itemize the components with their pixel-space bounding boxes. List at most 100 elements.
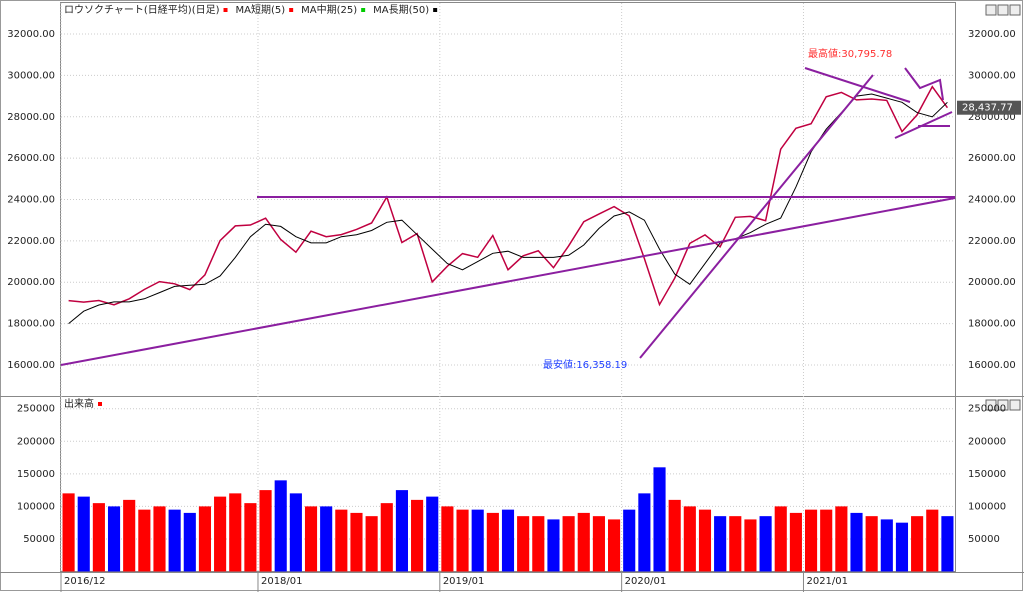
- volume-bar: [547, 519, 560, 572]
- volume-bar: [804, 509, 818, 572]
- volume-bar: [895, 522, 909, 572]
- y-tick-label: 24000.00: [7, 195, 55, 206]
- y-tick-label: 30000.00: [968, 70, 1016, 81]
- volume-bar: [683, 506, 696, 572]
- volume-bar: [153, 506, 166, 572]
- trend-line: [60, 197, 956, 366]
- y-tick-label: 100000: [17, 501, 55, 512]
- volume-bar: [274, 480, 287, 572]
- trend-line: [804, 67, 911, 103]
- volume-bar: [411, 499, 424, 572]
- y-tick-label: 200000: [17, 436, 55, 447]
- volume-bar: [62, 493, 75, 572]
- volume-bar: [426, 496, 439, 572]
- volume-bar: [865, 516, 878, 572]
- legend-swatch: [223, 8, 228, 12]
- volume-bar: [395, 490, 408, 572]
- volume-bar: [729, 516, 742, 572]
- y-tick-label: 200000: [968, 436, 1006, 447]
- y-tick-label: 150000: [968, 469, 1006, 480]
- button[interactable]: [997, 399, 1009, 411]
- volume-bar: [835, 506, 848, 572]
- button[interactable]: [1009, 4, 1021, 16]
- y-tick-label: 28000.00: [968, 112, 1016, 123]
- x-tick-label: 2019/01: [443, 576, 485, 587]
- legend: ロウソクチャート(日経平均)(日足) MA短期(5) MA中期(25) MA長期(50…: [64, 3, 438, 16]
- y-tick-label: 22000.00: [7, 236, 55, 247]
- high-annotation: 最高値:30,795.78: [808, 47, 892, 60]
- volume-bar: [229, 493, 242, 572]
- volume-bar: [820, 509, 833, 572]
- button[interactable]: [997, 4, 1009, 16]
- volume-bar: [168, 509, 181, 572]
- button[interactable]: [985, 4, 997, 16]
- volume-bar: [107, 506, 121, 572]
- volume-bar: [911, 516, 924, 572]
- volume-bar: [471, 509, 484, 572]
- x-tick-label: 2018/01: [261, 576, 303, 587]
- legend-swatch: [433, 8, 438, 12]
- y-tick-label: 26000.00: [7, 153, 55, 164]
- volume-bar: [926, 509, 939, 572]
- window-buttons[interactable]: [985, 4, 1021, 411]
- button[interactable]: [1009, 399, 1021, 411]
- volume-bar: [123, 499, 136, 572]
- volume-bar: [789, 512, 802, 572]
- volume-bar: [244, 503, 257, 572]
- volume-bar: [698, 509, 712, 572]
- volume-bar: [532, 516, 545, 572]
- volume-bar: [198, 506, 212, 572]
- volume-bar: [259, 490, 272, 572]
- volume-bar: [744, 519, 757, 572]
- volume-bar: [623, 509, 636, 572]
- volume-bar: [320, 506, 333, 572]
- volume-bar: [653, 467, 666, 572]
- volume-bar: [517, 516, 530, 572]
- volume-bar: [304, 506, 318, 572]
- y-tick-label: 20000.00: [7, 277, 55, 288]
- x-tick-label: 2016/12: [64, 576, 106, 587]
- volume-bar: [759, 516, 772, 572]
- y-tick-label: 32000.00: [7, 29, 55, 40]
- legend-swatch: [361, 8, 366, 12]
- price-tag-label: 28,437.77: [962, 103, 1013, 114]
- button[interactable]: [985, 399, 997, 411]
- volume-bar: [608, 519, 621, 572]
- price-line: [68, 93, 948, 324]
- legend-label: ロウソクチャート(日経平均)(日足): [64, 3, 220, 16]
- volume-bar: [365, 516, 378, 572]
- y-tick-label: 100000: [968, 501, 1006, 512]
- y-tick-label: 50000: [968, 534, 1000, 545]
- trend-lines: [60, 67, 956, 366]
- trend-line: [639, 74, 874, 359]
- volume-bar: [850, 512, 863, 572]
- y-tick-label: 250000: [17, 404, 55, 415]
- volume-bar: [941, 516, 954, 572]
- volume-bar: [714, 516, 727, 572]
- y-tick-label: 16000.00: [968, 360, 1016, 371]
- volume-bar: [486, 512, 499, 572]
- volume-bar: [335, 509, 348, 572]
- volume-bar: [501, 509, 515, 572]
- volume-bar: [77, 496, 90, 572]
- volume-bar: [562, 516, 575, 572]
- y-tick-label: 20000.00: [968, 277, 1016, 288]
- y-tick-label: 24000.00: [968, 195, 1016, 206]
- price-line: [68, 85, 949, 307]
- volume-bar: [456, 509, 469, 572]
- legend-label: MA中期(25): [301, 3, 357, 16]
- y-tick-label: 28000.00: [7, 112, 55, 123]
- volume-bar: [350, 512, 363, 572]
- y-tick-label: 26000.00: [968, 153, 1016, 164]
- y-tick-label: 16000.00: [7, 360, 55, 371]
- legend-swatch: [289, 8, 294, 12]
- volume-bar: [668, 499, 681, 572]
- volume-bar: [138, 509, 151, 572]
- low-annotation: 最安値:16,358.19: [543, 358, 627, 371]
- volume-bar: [92, 503, 105, 572]
- y-tick-label: 250000: [968, 404, 1006, 415]
- y-tick-label: 32000.00: [968, 29, 1016, 40]
- volume-bar: [774, 506, 787, 572]
- legend-swatch: [98, 402, 102, 406]
